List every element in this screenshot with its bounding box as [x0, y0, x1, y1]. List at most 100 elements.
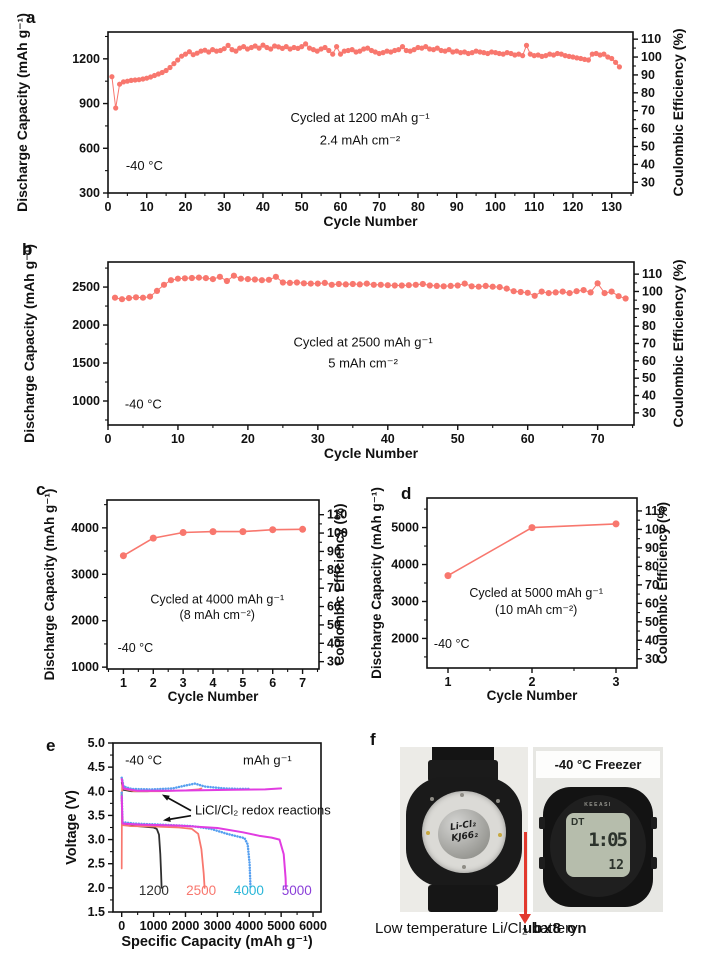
tick-label: 5.0: [88, 736, 105, 750]
panel-label-a: a: [26, 8, 36, 27]
data-point: [574, 55, 580, 61]
data-point: [403, 47, 409, 54]
data-point: [427, 46, 433, 52]
tick-label: 40: [381, 432, 395, 446]
tick-label: 10: [140, 200, 154, 214]
data-point: [524, 289, 531, 296]
data-point: [615, 293, 622, 300]
series-line-discharge-capacity: [447, 523, 617, 577]
tick-label: 1.5: [88, 905, 105, 919]
tick-label: 300: [79, 186, 100, 200]
tick-label: 100: [485, 200, 506, 214]
data-point: [447, 282, 454, 289]
tick-label: 1: [445, 675, 452, 689]
tick-label: 130: [601, 200, 622, 214]
panel-label-b: b: [22, 240, 33, 259]
tick-label: 90: [641, 68, 655, 82]
x-axis-title: Cycle Number: [323, 213, 418, 229]
data-point: [206, 49, 212, 55]
data-point: [442, 48, 448, 54]
y2-axis-title: Coulombic Efficiency (%): [670, 259, 686, 427]
data-point: [433, 282, 440, 289]
tick-label: 60: [327, 600, 341, 614]
annotation-arrow-head: [161, 794, 170, 801]
data-point: [543, 53, 549, 59]
tick-label: 100: [645, 522, 666, 536]
tick-label: 30: [217, 200, 231, 214]
data-point: [258, 277, 265, 284]
chart-c-cycling-4000: 1 2 3 4 5 6 7 1000 2000 3000 4000 30 40 50 60 70 80 90 100…: [42, 489, 348, 704]
panel-label-e: e: [46, 736, 56, 755]
series-line-discharge-5000: [120, 795, 287, 889]
tick-label: 100: [327, 526, 348, 540]
tick-label: 1: [120, 676, 127, 690]
tick-label: 600: [79, 141, 100, 155]
data-point: [167, 277, 175, 284]
data-point: [300, 280, 307, 287]
data-point: [450, 49, 456, 55]
data-point: [496, 50, 502, 57]
data-point: [446, 47, 452, 53]
data-point: [475, 283, 482, 290]
data-point: [198, 48, 204, 54]
panel-label-d: d: [401, 484, 412, 503]
annotation: -40 °C: [434, 637, 470, 651]
data-point: [341, 48, 347, 54]
tick-label: 50: [645, 615, 659, 629]
data-point: [349, 280, 356, 288]
data-point: [132, 294, 140, 301]
tick-label: 60: [642, 354, 656, 368]
data-point: [500, 51, 506, 57]
data-point: [616, 64, 623, 70]
data-point: [570, 54, 576, 60]
data-point: [469, 50, 475, 56]
data-point: [326, 47, 332, 54]
tick-label: 30: [327, 655, 341, 669]
data-point: [426, 282, 433, 289]
annotation-arrow-line: [166, 814, 192, 821]
data-point: [489, 49, 495, 55]
data-point: [163, 67, 169, 74]
data-point: [195, 274, 202, 281]
data-point: [213, 48, 220, 54]
tick-label: 2000: [391, 631, 419, 645]
data-point: [216, 273, 223, 280]
data-point: [342, 281, 349, 288]
data-point: [412, 281, 419, 288]
annotation-arrow-head: [162, 816, 171, 822]
data-point: [330, 51, 336, 57]
data-point: [244, 46, 251, 52]
data-point: [504, 50, 510, 56]
chart-a-cycling-1200: 0 10 20 30 40 50 60 70 80 90 100 110 120 130 300 600 900…: [14, 13, 686, 229]
data-point: [299, 525, 307, 533]
contact-icon: [426, 831, 430, 835]
freezer-label: -40 °C Freezer: [536, 751, 660, 778]
data-point: [377, 281, 384, 288]
red-arrow-line: [524, 832, 527, 916]
data-point: [357, 48, 363, 54]
data-point: [398, 282, 405, 289]
tick-label: 80: [641, 86, 655, 100]
tick-label: 900: [79, 97, 100, 111]
tick-label: 30: [642, 406, 656, 420]
data-point: [527, 51, 533, 57]
annotation: 2.4 mAh cm⁻²: [320, 132, 401, 147]
data-point: [299, 44, 305, 50]
data-point: [554, 50, 561, 57]
data-point: [268, 46, 274, 52]
tick-label: 90: [327, 544, 341, 558]
data-point: [601, 51, 607, 57]
data-point: [186, 49, 192, 55]
watch-front-photo: -40 °C Freezer KEEASI DT 1:05 12: [533, 747, 663, 912]
data-point: [419, 280, 426, 288]
data-point: [136, 77, 142, 83]
screw-icon: [460, 793, 464, 797]
annotation-arrow-line: [164, 795, 192, 812]
data-point: [539, 53, 545, 60]
tick-label: 60: [334, 200, 348, 214]
tick-label: 6: [269, 676, 276, 690]
tick-label: 30: [311, 432, 325, 446]
data-point: [188, 274, 195, 282]
tick-label: 70: [645, 578, 659, 592]
data-point: [380, 50, 386, 56]
